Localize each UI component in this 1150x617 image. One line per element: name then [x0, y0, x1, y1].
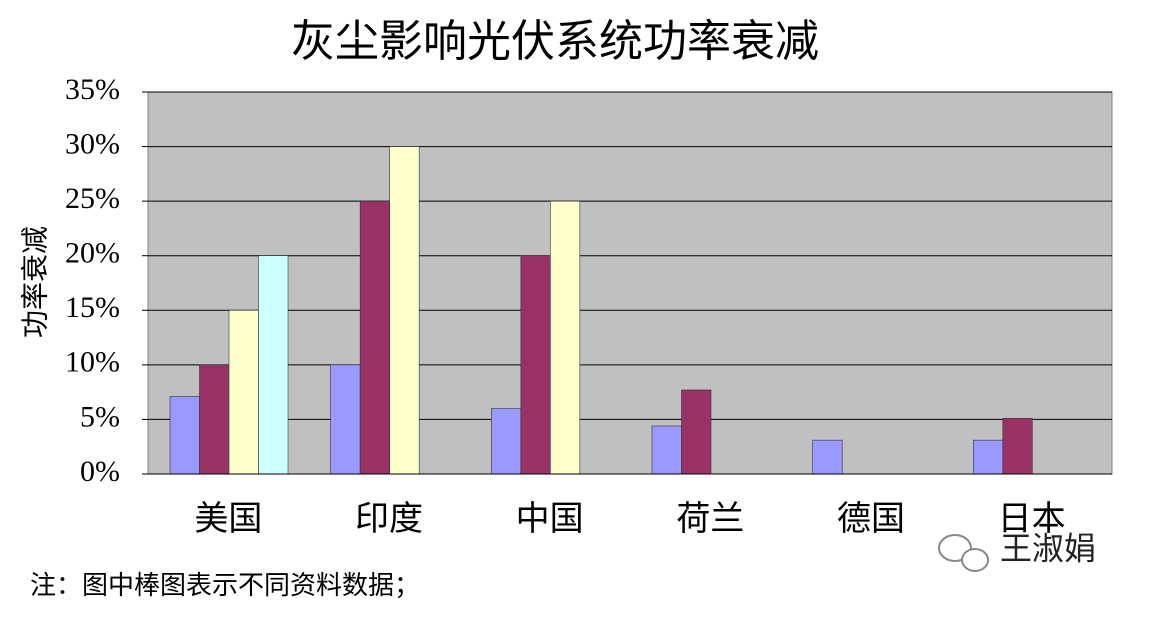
bar: [812, 439, 843, 475]
bar: [389, 146, 420, 475]
watermark: 王淑娟: [1000, 530, 1096, 566]
y-axis-label: 功率衰减: [19, 226, 51, 338]
x-tick-label: 美国: [194, 500, 262, 538]
x-tick-label: 中国: [516, 500, 584, 538]
bar: [681, 389, 712, 475]
bar: [258, 255, 289, 475]
bar: [199, 364, 230, 475]
bar: [359, 200, 390, 475]
bar: [520, 255, 551, 475]
bar: [550, 200, 581, 475]
plot-background: [147, 91, 1113, 475]
chart-title: 灰尘影响光伏系统功率衰减: [291, 17, 819, 66]
y-tick-label: 5%: [80, 400, 120, 433]
x-tick-label: 德国: [837, 500, 905, 538]
y-tick-label: 30%: [65, 127, 120, 160]
x-tick-label: 日本: [998, 500, 1066, 538]
bar: [491, 408, 522, 475]
watermark-icon: [938, 534, 989, 572]
footnote: 注：图中棒图表示不同资料数据；: [30, 571, 420, 600]
x-tick-label: 荷兰: [676, 500, 744, 538]
bar: [228, 309, 259, 475]
bar: [973, 439, 1004, 475]
y-tick-label: 10%: [65, 346, 120, 379]
y-tick-label: 15%: [65, 291, 120, 324]
bar: [330, 364, 361, 475]
y-tick-label: 25%: [65, 182, 120, 215]
bar: [1002, 418, 1033, 475]
y-tick-label: 20%: [65, 237, 120, 270]
y-tick-label: 35%: [65, 73, 120, 106]
x-tick-label: 印度: [355, 500, 423, 538]
bar: [651, 425, 682, 475]
y-tick-label: 0%: [80, 455, 120, 488]
bar: [169, 396, 200, 475]
plot-area: [147, 91, 1113, 475]
